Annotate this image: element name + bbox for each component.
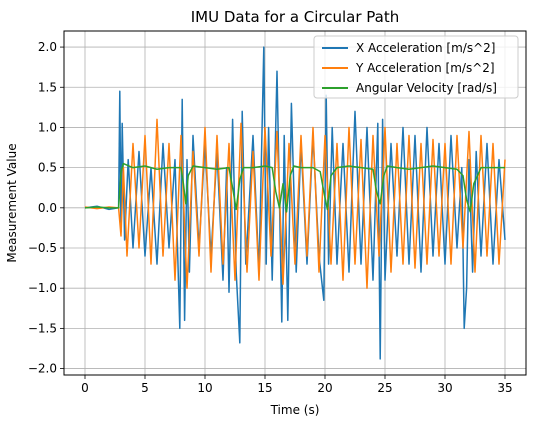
x-tick-label: 30 — [437, 381, 452, 395]
x-tick-label: 25 — [377, 381, 392, 395]
ticks: 0 5 10 15 20 25 30 35 −2.0 −1.5 −1.0 −0.5 0.0 0.5 1.0 1… — [28, 40, 513, 395]
x-tick-label: 20 — [317, 381, 332, 395]
y-tick-label: −2.0 — [28, 362, 57, 376]
chart-title: IMU Data for a Circular Path — [191, 8, 400, 26]
y-tick-label: −1.5 — [28, 321, 57, 335]
legend-label-y-acceleration: Y Acceleration [m/s^2] — [355, 61, 495, 75]
x-axis-label: Time (s) — [270, 403, 320, 417]
y-axis-label: Measurement Value — [5, 143, 19, 262]
legend: X Acceleration [m/s^2] Y Acceleration [m… — [313, 35, 519, 99]
legend-label-x-acceleration: X Acceleration [m/s^2] — [356, 41, 495, 55]
x-tick-label: 10 — [197, 381, 212, 395]
x-tick-label: 35 — [497, 381, 512, 395]
plot-frame — [63, 30, 527, 376]
series-line-x-acceleration — [84, 46, 506, 360]
series-line-angular-velocity — [84, 162, 505, 213]
y-tick-label: 2.0 — [38, 40, 57, 54]
y-tick-label: −0.5 — [28, 241, 57, 255]
x-tick-label: 15 — [257, 381, 272, 395]
x-tick-label: 5 — [141, 381, 149, 395]
y-tick-label: 1.0 — [38, 120, 57, 134]
series-line-y-acceleration — [84, 118, 506, 289]
legend-label-angular-velocity: Angular Velocity [rad/s] — [356, 81, 497, 95]
y-tick-label: 0.0 — [38, 201, 57, 215]
x-tick-label: 0 — [81, 381, 89, 395]
y-tick-label: 1.5 — [38, 80, 57, 94]
series-layer — [84, 46, 506, 360]
y-tick-label: −1.0 — [28, 281, 57, 295]
legend-box — [313, 35, 519, 99]
y-tick-label: 0.5 — [38, 161, 57, 175]
